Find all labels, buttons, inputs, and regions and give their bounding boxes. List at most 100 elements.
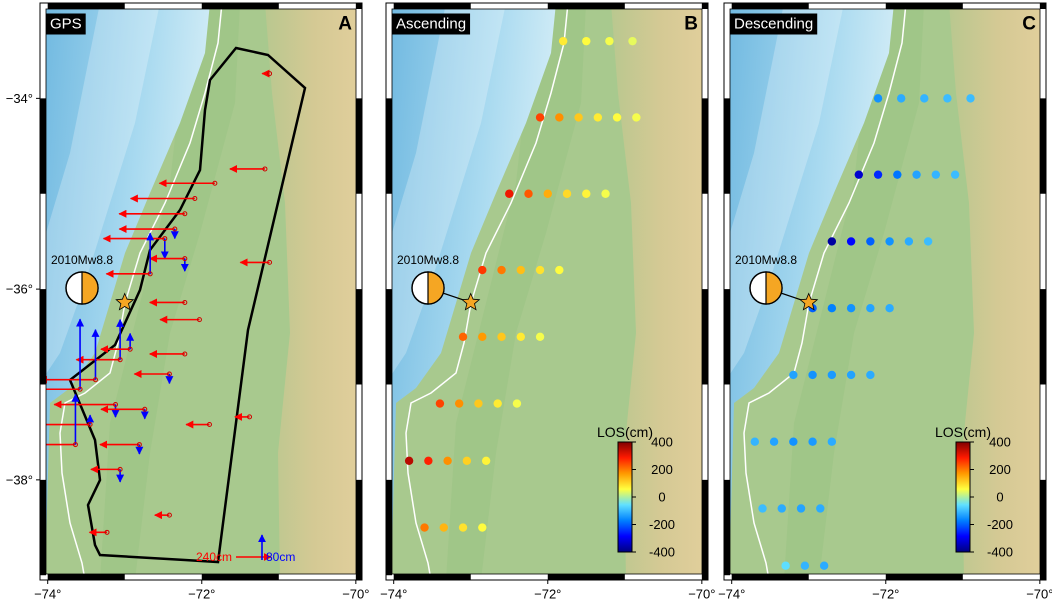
panel-title-box (730, 13, 818, 35)
gps-station (142, 406, 148, 412)
data-layer (750, 94, 975, 570)
frame (723, 2, 1047, 581)
frame-bar (201, 574, 279, 580)
los-point (885, 237, 894, 246)
frame-bar (386, 289, 392, 385)
frame-bar (40, 479, 46, 576)
gps-station (172, 226, 178, 232)
frame-bar (702, 479, 708, 576)
los-point (535, 113, 545, 122)
x-tick-label: −74° (380, 587, 407, 602)
los-point (478, 523, 487, 532)
panel: 2010Mw8.8 LOS(cm)400 200 0 -200 -400 Descendin… (718, 0, 1052, 602)
los-point (420, 523, 429, 532)
los-point (800, 561, 810, 570)
frame-bar (701, 3, 708, 9)
los-point (866, 370, 875, 380)
frame-bar (1039, 3, 1046, 9)
los-point (873, 94, 883, 103)
frame-inner (729, 8, 1041, 575)
los-point (931, 170, 941, 179)
colorbar-title: LOS(cm) (935, 424, 991, 440)
colorbar-tick-label: 400 (989, 435, 1011, 450)
los-point (458, 332, 468, 342)
los-point (574, 113, 583, 122)
los-point (562, 189, 572, 198)
x-tick-label: −74° (34, 587, 61, 602)
frame-bar (724, 289, 730, 385)
los-point (454, 399, 464, 408)
y-tick-label: −34° (6, 91, 33, 106)
los-point (769, 437, 779, 446)
los-point (758, 504, 767, 513)
los-point (582, 189, 591, 198)
gps-station (192, 196, 198, 202)
panel-title: Ascending (396, 16, 466, 33)
los-point (808, 437, 817, 446)
data-layer (404, 36, 641, 532)
frame-bar (1040, 289, 1046, 385)
los-point (796, 504, 806, 513)
frame-bar (355, 3, 362, 9)
gps-station (182, 351, 188, 357)
frame-bar (702, 98, 708, 194)
panel-letter: A (338, 14, 352, 35)
frame (385, 2, 709, 581)
los-point (612, 113, 622, 122)
frame-bar (201, 3, 279, 9)
x-tick-label: −72° (534, 587, 561, 602)
los-point (435, 399, 445, 408)
frame-bar (393, 3, 471, 9)
frame-bar (885, 3, 963, 9)
y-tick-label: −38° (6, 472, 33, 487)
los-point (458, 523, 468, 532)
los-point (827, 437, 837, 446)
data-layer (40, 69, 273, 537)
los-point (462, 456, 472, 465)
gps-station (182, 256, 188, 262)
los-point (424, 456, 433, 465)
los-point (808, 370, 817, 380)
frame-bar (724, 98, 730, 194)
frame-bar (47, 574, 125, 580)
frame-bar (40, 98, 46, 194)
los-point (555, 265, 564, 275)
los-point (750, 437, 760, 446)
x-tick-label: −70° (342, 587, 369, 602)
los-point (943, 94, 952, 103)
scale-label: 240cm (196, 550, 232, 564)
los-point (555, 113, 564, 122)
los-point (605, 36, 614, 46)
panel: 2010Mw8.8 LOS(cm)400 200 0 -200 -400 Ascending… (380, 0, 715, 602)
los-point (827, 370, 837, 380)
x-tick-label: −72° (188, 587, 215, 602)
los-point (628, 36, 637, 46)
beachball-quadrant (765, 271, 783, 305)
los-point (816, 504, 825, 513)
gps-station (206, 422, 212, 428)
gps-station (87, 422, 93, 428)
los-point (478, 332, 487, 342)
los-point (854, 170, 864, 179)
colorbar (955, 441, 971, 553)
los-point (481, 456, 491, 465)
gps-station (117, 357, 123, 363)
los-point (516, 265, 526, 275)
gps-station (127, 346, 133, 352)
gps-station (182, 299, 188, 305)
scale-label: 80cm (266, 550, 295, 564)
los-point (543, 189, 552, 198)
los-point (896, 94, 906, 103)
los-point (920, 94, 929, 103)
frame-bar (547, 3, 625, 9)
frame-bar (702, 289, 708, 385)
gps-station (247, 414, 253, 420)
colorbar-tick-label: 200 (651, 462, 673, 477)
los-point (582, 36, 591, 46)
los-point (950, 170, 960, 179)
los-point (478, 265, 487, 275)
beachball-quadrant (81, 271, 99, 305)
los-point (966, 94, 975, 103)
gps-station (162, 236, 168, 242)
x-tick-label: −72° (872, 587, 899, 602)
